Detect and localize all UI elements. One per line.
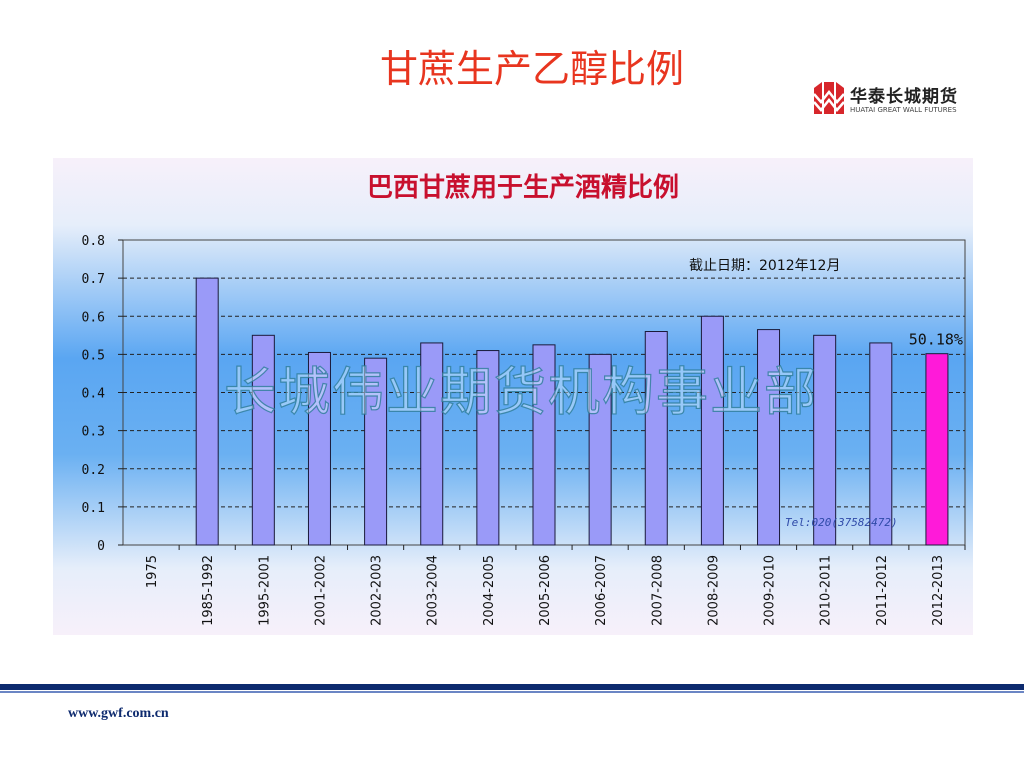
footer-bar-thin — [0, 691, 1024, 693]
date-annotation: 截止日期：2012年12月 — [689, 258, 840, 274]
chart-title: 巴西甘蔗用于生产酒精比例 — [367, 173, 679, 203]
x-tick-label: 2012-2013 — [931, 555, 946, 626]
bar — [644, 331, 668, 546]
bar — [420, 342, 444, 546]
bar — [757, 329, 781, 546]
bar-highlight — [925, 353, 949, 546]
bars-group — [195, 277, 949, 546]
x-tick-label: 2001-2002 — [313, 555, 328, 626]
x-tick-label: 2005-2006 — [538, 555, 553, 626]
logo-name-cn: 华泰长城期货 — [850, 87, 958, 107]
bar — [195, 277, 219, 546]
x-tick-label: 2007-2008 — [650, 555, 665, 626]
y-tick-label: 0.6 — [82, 310, 105, 325]
y-axis: 0 0.1 0.2 0.3 0.4 0.5 0.6 0.7 0.8 — [82, 234, 123, 554]
y-tick-label: 0.5 — [82, 348, 105, 363]
x-tick-label: 2010-2011 — [819, 555, 834, 626]
logo-mark-icon — [813, 82, 845, 114]
x-tick-label: 1995-2001 — [257, 555, 272, 626]
x-tick-label: 2008-2009 — [706, 555, 721, 626]
bar — [813, 334, 837, 546]
x-tick-label: 2004-2005 — [482, 555, 497, 626]
footer-website: www.gwf.com.cn — [68, 706, 169, 721]
chart-panel: 巴西甘蔗用于生产酒精比例 0 0.1 0.2 0.3 0.4 0.5 0.6 0.7 0.8 1… — [53, 158, 973, 635]
y-tick-label: 0.2 — [82, 463, 105, 478]
slide-title: 甘蔗生产乙醇比例 — [379, 47, 684, 91]
bar — [532, 344, 556, 546]
y-tick-label: 0.1 — [82, 501, 105, 516]
footer-bar — [0, 684, 1024, 690]
watermark-text: 长城伟业期货机构事业部 — [224, 363, 818, 423]
x-tick-label: 2003-2004 — [426, 555, 441, 626]
x-tick-label: 2011-2012 — [875, 555, 890, 626]
y-tick-label: 0.3 — [82, 425, 105, 440]
bar — [251, 334, 275, 546]
bar — [869, 342, 893, 546]
bar — [364, 357, 388, 546]
x-tick-label: 1985-1992 — [201, 555, 216, 626]
logo-name-en: HUATAI GREAT WALL FUTURES — [850, 106, 957, 114]
x-tick-label: 2002-2003 — [370, 555, 385, 626]
bar — [307, 351, 331, 546]
highlight-value-label: 50.18% — [909, 331, 963, 349]
bar — [476, 350, 500, 546]
y-tick-label: 0.7 — [82, 272, 105, 287]
y-tick-label: 0 — [97, 539, 105, 554]
x-tick-label: 2009-2010 — [763, 555, 778, 626]
y-tick-label: 0.4 — [82, 387, 106, 402]
y-tick-label: 0.8 — [82, 234, 105, 249]
x-tick-label: 2006-2007 — [594, 555, 609, 626]
x-tick-label: 1975 — [145, 555, 160, 588]
x-axis: 1975 1985-1992 1995-2001 2001-2002 2002-2003… — [145, 545, 966, 626]
bar — [588, 353, 612, 546]
company-logo: 华泰长城期货 HUATAI GREAT WALL FUTURES — [812, 80, 982, 120]
bar — [700, 315, 724, 546]
tel-annotation: Tel:020(37582472) — [785, 516, 898, 529]
bar-chart: 巴西甘蔗用于生产酒精比例 0 0.1 0.2 0.3 0.4 0.5 0.6 0.7 0.8 1… — [53, 158, 973, 635]
